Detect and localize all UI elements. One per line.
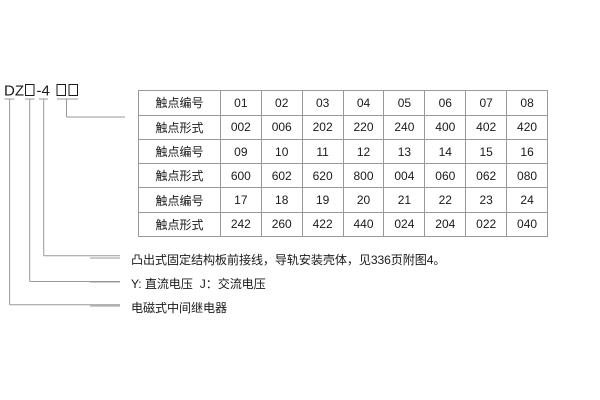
- svg-text:-4: -4: [37, 83, 50, 100]
- svg-text:DZ: DZ: [4, 83, 24, 100]
